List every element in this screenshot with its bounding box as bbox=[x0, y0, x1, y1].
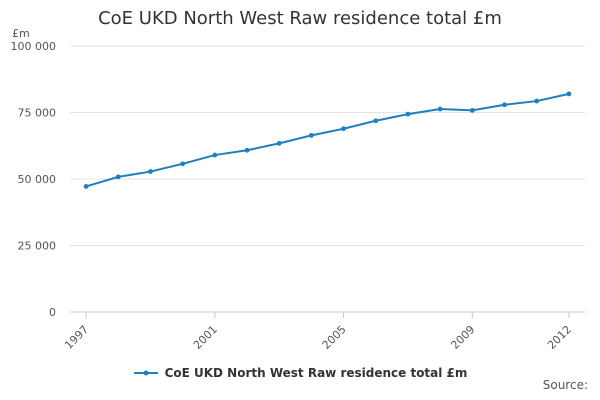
data-point bbox=[244, 147, 250, 153]
data-point bbox=[534, 98, 540, 104]
series-line bbox=[85, 92, 570, 188]
y-tick-label: 50 000 bbox=[18, 173, 57, 186]
data-point bbox=[469, 107, 475, 113]
data-point bbox=[180, 161, 186, 167]
data-point bbox=[309, 132, 314, 138]
data-point bbox=[373, 118, 379, 124]
data-point bbox=[566, 91, 572, 97]
data-point bbox=[148, 169, 153, 174]
data-point bbox=[115, 174, 121, 180]
legend-swatch bbox=[133, 370, 158, 376]
legend-label: CoE UKD North West Raw residence total £… bbox=[164, 366, 468, 380]
x-tick-label: 2009 bbox=[448, 323, 477, 352]
data-point bbox=[276, 140, 282, 146]
y-axis-unit-label: £m bbox=[12, 27, 30, 40]
chart-legend[interactable]: CoE UKD North West Raw residence total £… bbox=[0, 366, 600, 380]
data-point bbox=[405, 111, 411, 117]
y-tick-label: 100 000 bbox=[11, 40, 57, 53]
chart-title: CoE UKD North West Raw residence total £… bbox=[98, 8, 502, 29]
data-point bbox=[83, 184, 89, 189]
x-tick-label: 2005 bbox=[320, 323, 349, 352]
data-point bbox=[437, 106, 443, 112]
data-point bbox=[212, 152, 218, 158]
data-point bbox=[341, 126, 346, 132]
source-label: Source: bbox=[542, 378, 588, 392]
y-tick-label: 25 000 bbox=[18, 240, 57, 253]
y-tick-label: 75 000 bbox=[18, 107, 57, 120]
x-tick-label: 2012 bbox=[545, 323, 574, 352]
data-point bbox=[502, 102, 507, 108]
x-tick-label: 2001 bbox=[191, 323, 220, 352]
x-tick-label: 1997 bbox=[62, 323, 91, 352]
y-tick-label: 0 bbox=[49, 306, 56, 319]
